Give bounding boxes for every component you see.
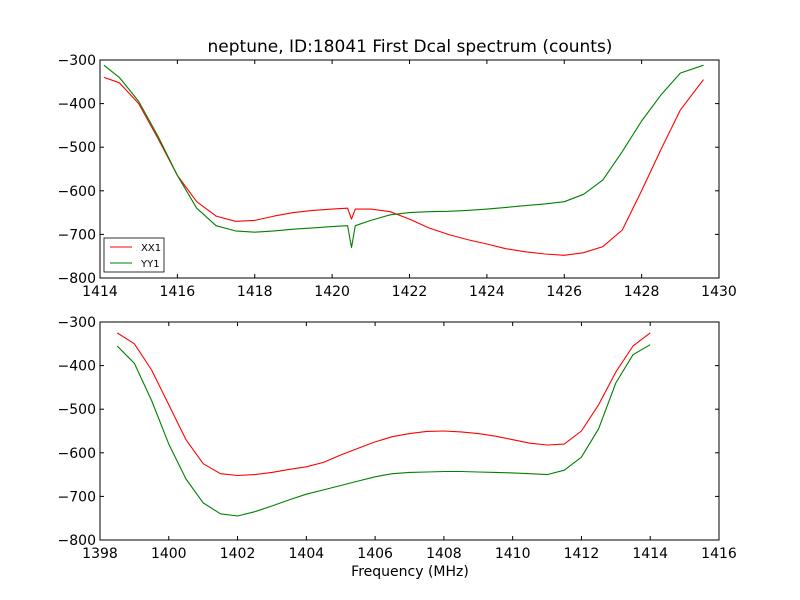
y-tick-label: −300 [58, 53, 96, 69]
y-tick-label: −600 [58, 184, 96, 200]
x-tick-label: 1430 [701, 284, 737, 300]
y-tick-label: −300 [58, 315, 96, 331]
x-tick-label: 1400 [151, 546, 187, 562]
legend-label-yy1: YY1 [140, 259, 160, 270]
y-tick-label: −800 [58, 271, 96, 287]
x-tick-label: 1410 [495, 546, 531, 562]
y-tick-label: −700 [58, 489, 96, 505]
x-tick-label: 1428 [624, 284, 660, 300]
x-tick-label: 1414 [82, 284, 118, 300]
x-tick-label: 1402 [220, 546, 256, 562]
y-tick-label: −500 [58, 140, 96, 156]
bottom-chart-panel: 1398 1400 1402 1404 1406 1408 1410 1412 1414 1416… [58, 315, 737, 580]
series-line-yy1-panel-1 [103, 64, 704, 249]
legend: XX1 YY1 [103, 237, 165, 273]
series-line-xx1-panel-1 [103, 76, 704, 256]
x-tick-label: 1404 [289, 546, 325, 562]
x-tick-label: 1416 [160, 284, 196, 300]
x-axis-label: Frequency (MHz) [351, 564, 469, 580]
y-tick-label: −800 [58, 533, 96, 549]
x-tick-label: 1412 [564, 546, 600, 562]
bottom-chart-ticks: 1398 1400 1402 1404 1406 1408 1410 1412 1414 1416… [58, 315, 737, 562]
top-chart-panel: neptune, ID:18041 First Dcal spectrum (c… [58, 37, 737, 300]
x-tick-label: 1422 [392, 284, 428, 300]
chart-title: neptune, ID:18041 First Dcal spectrum (c… [208, 37, 613, 57]
x-tick-label: 1426 [546, 284, 582, 300]
x-tick-label: 1408 [426, 546, 462, 562]
bottom-chart-frame [99, 321, 720, 541]
top-chart-series-layer [103, 64, 704, 256]
x-tick-label: 1420 [314, 284, 350, 300]
series-line-yy1-panel-2 [116, 344, 651, 517]
top-chart-ticks: 1414 1416 1418 1420 1422 1424 1426 1428 1430 −300… [58, 53, 737, 300]
legend-label-xx1: XX1 [141, 243, 161, 254]
x-tick-label: 1424 [469, 284, 505, 300]
legend-box [103, 237, 165, 273]
x-tick-label: 1414 [632, 546, 668, 562]
x-tick-label: 1418 [237, 284, 273, 300]
y-tick-label: −700 [58, 227, 96, 243]
bottom-chart-series-layer [116, 332, 651, 517]
y-tick-label: −400 [58, 359, 96, 375]
y-tick-label: −600 [58, 446, 96, 462]
x-tick-label: 1416 [701, 546, 737, 562]
x-tick-label: 1398 [82, 546, 118, 562]
y-tick-label: −400 [58, 97, 96, 113]
y-tick-label: −500 [58, 402, 96, 418]
series-line-xx1-panel-2 [116, 332, 651, 477]
x-tick-label: 1406 [357, 546, 393, 562]
